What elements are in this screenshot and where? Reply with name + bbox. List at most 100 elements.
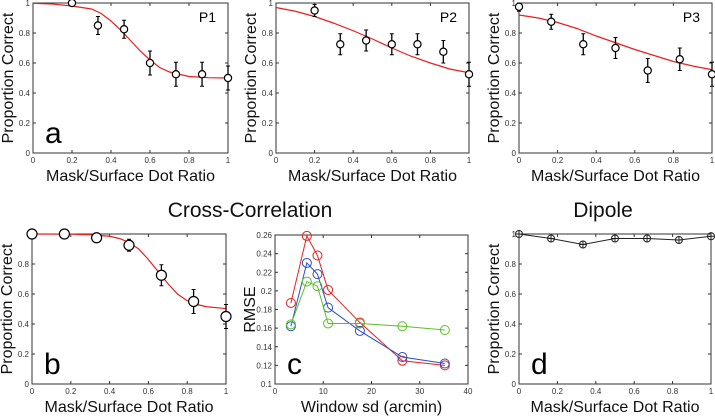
y-tick-label: 0.14	[256, 343, 272, 352]
y-tick-label: 0.1	[261, 380, 273, 389]
y-axis-label: Proportion Correct	[486, 12, 503, 143]
y-tick-label: 0	[512, 149, 517, 158]
x-tick-label: 40	[464, 387, 473, 396]
data-point	[155, 269, 167, 281]
series-point-red	[301, 230, 312, 241]
x-tick-label: 1	[467, 156, 472, 165]
y-axis-label: Proportion Correct	[243, 12, 260, 143]
x-axis-label: Mask/Surface Dot Ratio	[531, 168, 700, 185]
panel-a: 0 0.2 0.4 0.6 0.8 1 0 0.2 0.4 0.6 0.8 1 Mask/Surface…	[0, 0, 233, 185]
panel-c: 0 10 20 30 40 0.1 0.12 0.14 0.16 0.18 0.2 0.22 0.24 0…	[242, 230, 473, 416]
panel-d: 0 0.2 0.4 0.6 0.8 1 0 0.2 0.4 0.6 0.8 1 Mask/Surface…	[486, 230, 715, 416]
x-tick-label: 1	[226, 156, 231, 165]
series-point-red	[323, 284, 334, 295]
series-point-green	[301, 276, 312, 287]
y-tick-label: 1	[512, 230, 517, 239]
data-point	[145, 58, 155, 68]
data-point	[119, 25, 129, 34]
fit-curve	[32, 2, 229, 79]
participant-label: P3	[683, 9, 700, 25]
y-axis-label: Proportion Correct	[0, 12, 17, 143]
y-tick-label: 0.4	[505, 320, 517, 329]
series-point-green	[285, 319, 296, 330]
y-tick-label: 0.8	[505, 29, 517, 38]
series-point-green	[323, 318, 334, 329]
y-tick-label: 1	[512, 0, 517, 8]
data-point	[675, 55, 684, 64]
y-tick-label: 0.2	[505, 119, 517, 128]
y-tick-label: 0.22	[256, 268, 272, 277]
y-tick-label: 0.8	[18, 260, 30, 269]
data-point	[413, 40, 422, 49]
data-point	[579, 40, 588, 49]
y-axis-label: RMSE	[242, 286, 259, 332]
x-tick-label: 0.6	[144, 156, 156, 165]
series-point-blue	[354, 325, 365, 336]
data-point	[220, 310, 232, 323]
series-point-green	[312, 281, 323, 292]
y-tick-label: 0.24	[256, 250, 272, 259]
x-tick-label: 0	[517, 156, 522, 165]
y-tick-label: 0.6	[262, 59, 274, 68]
x-tick-label: 10	[319, 387, 328, 396]
x-tick-label: 30	[415, 387, 424, 396]
series-point-blue	[439, 358, 450, 369]
series-line-green	[290, 280, 445, 331]
data-point	[643, 66, 652, 75]
x-tick-label: 0.6	[143, 387, 155, 396]
x-tick-label: 0	[517, 387, 522, 396]
series-point-green	[439, 324, 450, 335]
panel-letter: a	[45, 117, 62, 150]
x-tick-label: 1	[710, 156, 715, 165]
data-point	[67, 0, 77, 8]
data-point	[611, 43, 620, 53]
y-tick-label: 0.12	[256, 361, 272, 370]
x-tick-label: 1	[709, 387, 714, 396]
y-tick-label: 0	[26, 149, 31, 158]
section-title-cross-correlation: Cross-Correlation	[168, 199, 333, 222]
plot-frame	[275, 2, 470, 154]
plot-frame	[32, 2, 229, 154]
x-tick-label: 0.8	[183, 156, 195, 165]
y-tick-label: 0.6	[505, 59, 517, 68]
x-tick-label: 1	[224, 387, 229, 396]
data-point	[439, 47, 448, 56]
section-title-dipole: Dipole	[573, 199, 633, 222]
x-tick-label: 0.2	[552, 156, 564, 165]
data-point	[387, 40, 396, 49]
series-point-red	[397, 355, 408, 366]
x-tick-label: 0.6	[629, 156, 641, 165]
y-tick-label: 1	[269, 0, 274, 8]
data-point	[310, 6, 319, 15]
panel-b: 0 0.2 0.4 0.6 0.8 1 0 0.2 0.4 0.6 0.8 Mask/Surface …	[0, 228, 232, 416]
y-tick-label: 0.4	[505, 89, 517, 98]
data-point	[58, 228, 70, 240]
series-point-green	[397, 321, 408, 332]
data-point	[171, 70, 181, 79]
data-point	[464, 70, 474, 79]
x-tick-label: 0	[273, 387, 278, 396]
x-tick-label: 0.2	[65, 387, 77, 396]
x-tick-label: 0.8	[667, 387, 679, 396]
y-tick-label: 1	[26, 0, 31, 8]
y-tick-label: 0.2	[262, 119, 274, 128]
y-tick-label: 0.18	[256, 306, 272, 315]
x-axis-label: Mask/Surface Dot Ratio	[45, 399, 214, 416]
x-axis-label: Mask/Surface Dot Ratio	[46, 168, 215, 185]
x-tick-label: 0.2	[552, 387, 564, 396]
series-point-blue	[301, 257, 312, 268]
x-tick-label: 0.4	[348, 156, 360, 165]
participant-label: P1	[199, 9, 216, 25]
data-point	[361, 36, 371, 45]
y-tick-label: 0.8	[505, 260, 517, 269]
x-axis-label: Mask/Surface Dot Ratio	[288, 168, 457, 185]
x-tick-label: 0.8	[182, 387, 194, 396]
series-line-blue	[290, 261, 445, 365]
data-point	[93, 21, 103, 30]
data-point	[514, 2, 524, 11]
y-tick-label: 0	[269, 149, 274, 158]
data-point	[223, 73, 233, 83]
y-tick-label: 0.26	[256, 231, 272, 240]
x-tick-label: 0.4	[104, 387, 116, 396]
